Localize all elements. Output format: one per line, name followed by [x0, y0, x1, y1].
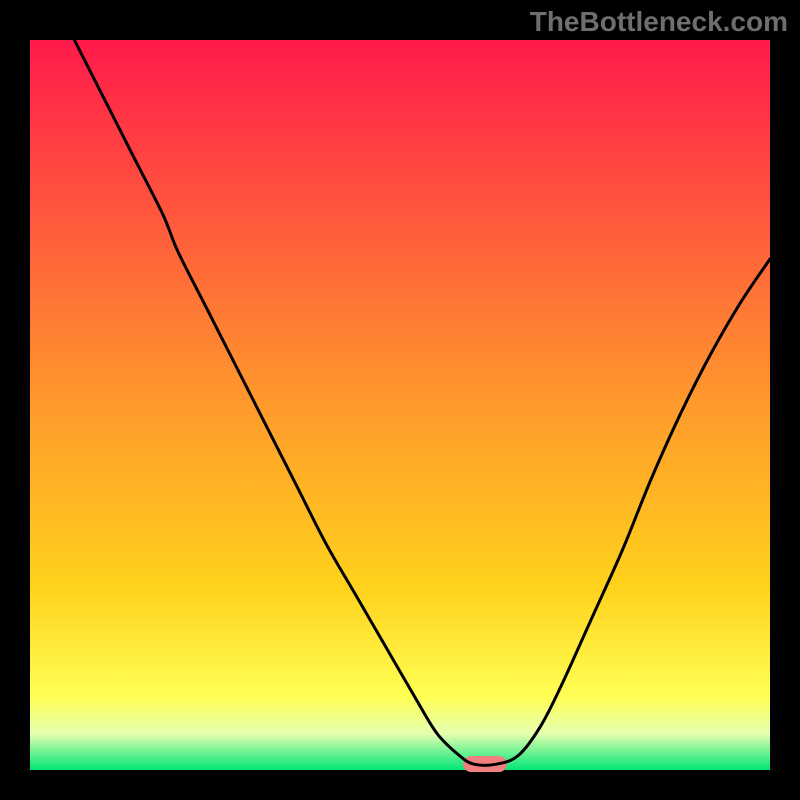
plot-area: [30, 40, 770, 770]
chart-container: TheBottleneck.com: [0, 0, 800, 800]
bottleneck-marker: [463, 756, 507, 772]
watermark-text: TheBottleneck.com: [530, 6, 788, 38]
